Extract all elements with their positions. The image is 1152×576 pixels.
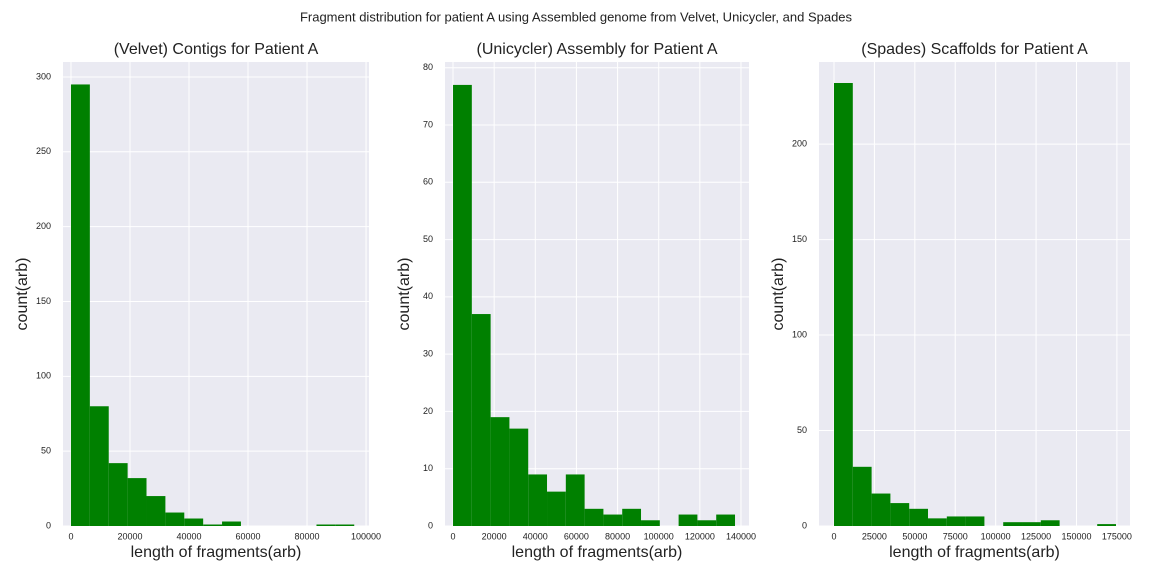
bar	[335, 524, 355, 526]
x-tick-label: 25000	[862, 531, 887, 541]
bar	[316, 524, 336, 526]
x-tick-label: 60000	[236, 531, 261, 541]
y-tick-label: 70	[423, 119, 433, 129]
x-tick-label: 40000	[523, 531, 548, 541]
x-tick-label: 140000	[726, 531, 756, 541]
subplot: 0 10 20 30 40 50 60 70 80 0 20000 40000 60000 80000 10…	[396, 41, 756, 561]
bar	[453, 84, 472, 527]
subplot: 0 50 100 150 200 250 300 0 20000 40000 60000 80000 1…	[14, 41, 381, 561]
x-tick-label: 20000	[117, 531, 142, 541]
y-tick-label: 40	[423, 291, 433, 301]
bar	[716, 514, 736, 526]
y-tick-label: 20	[423, 406, 433, 416]
y-tick-label: 0	[46, 520, 51, 530]
x-tick-label: 40000	[176, 531, 201, 541]
y-tick-label: 30	[423, 349, 433, 359]
x-axis-label: length of fragments(arb)	[131, 544, 302, 561]
x-tick-label: 0	[68, 531, 73, 541]
y-tick-label: 50	[797, 425, 807, 435]
bar	[165, 512, 185, 526]
x-tick-label: 80000	[295, 531, 320, 541]
y-axis-label: count(arb)	[396, 258, 413, 331]
y-tick-label: 100	[792, 329, 807, 339]
y-tick-label: 80	[423, 62, 433, 72]
y-tick-label: 0	[428, 520, 433, 530]
bar	[641, 520, 660, 526]
y-tick-label: 150	[792, 234, 807, 244]
figure-title: Fragment distribution for patient A usin…	[300, 9, 853, 24]
bar	[697, 520, 717, 526]
bar	[565, 474, 585, 526]
y-tick-label: 300	[36, 71, 51, 81]
bar	[70, 84, 90, 527]
x-tick-label: 120000	[685, 531, 715, 541]
y-tick-label: 250	[36, 146, 51, 156]
x-tick-label: 100000	[981, 531, 1011, 541]
bar	[108, 463, 128, 526]
x-tick-label: 100000	[644, 531, 674, 541]
bar	[965, 516, 985, 526]
x-tick-label: 125000	[1021, 531, 1051, 541]
bar	[471, 314, 491, 526]
bar	[852, 466, 872, 526]
bar	[678, 514, 698, 526]
y-tick-label: 60	[423, 177, 433, 187]
bar	[834, 83, 853, 526]
y-tick-label: 100	[36, 371, 51, 381]
y-axis-label: count(arb)	[14, 258, 31, 331]
x-tick-label: 50000	[902, 531, 927, 541]
y-tick-label: 50	[423, 234, 433, 244]
bar	[928, 518, 947, 526]
bar	[622, 508, 642, 526]
bar	[528, 474, 548, 526]
subplot-title: (Velvet) Contigs for Patient A	[114, 41, 319, 58]
bar	[603, 514, 623, 526]
x-axis-label: length of fragments(arb)	[512, 544, 683, 561]
bar	[547, 491, 566, 526]
bar	[584, 508, 604, 526]
bar	[490, 417, 510, 526]
y-tick-label: 200	[792, 138, 807, 148]
y-tick-label: 150	[36, 296, 51, 306]
y-tick-label: 0	[802, 520, 807, 530]
bar	[222, 521, 241, 526]
x-tick-label: 150000	[1061, 531, 1091, 541]
x-tick-label: 0	[451, 531, 456, 541]
subplot: 0 50 100 150 200 0 25000 50000 75000 100000 125000…	[770, 41, 1132, 561]
y-axis-label: count(arb)	[770, 258, 787, 331]
bar	[1097, 524, 1117, 526]
x-tick-label: 0	[831, 531, 836, 541]
bar	[127, 478, 147, 526]
bar	[1022, 522, 1041, 526]
subplot-title: (Unicycler) Assembly for Patient A	[477, 41, 718, 58]
x-tick-label: 75000	[943, 531, 968, 541]
bar	[1003, 522, 1023, 526]
x-tick-label: 175000	[1102, 531, 1132, 541]
x-axis-label: length of fragments(arb)	[889, 544, 1060, 561]
bar	[203, 524, 223, 526]
y-tick-label: 10	[423, 463, 433, 473]
bar	[946, 516, 966, 526]
subplot-title: (Spades) Scaffolds for Patient A	[861, 41, 1088, 58]
bar	[1040, 520, 1060, 526]
x-tick-label: 100000	[351, 531, 381, 541]
bar	[89, 406, 109, 526]
bar	[871, 493, 891, 526]
bar	[890, 503, 910, 526]
x-tick-label: 80000	[605, 531, 630, 541]
plot-area	[819, 62, 1130, 526]
plot-area	[63, 62, 369, 526]
bar	[146, 496, 166, 526]
y-tick-label: 50	[41, 446, 51, 456]
bar	[184, 518, 204, 526]
bar	[909, 508, 929, 526]
y-tick-label: 200	[36, 221, 51, 231]
x-tick-label: 60000	[564, 531, 589, 541]
x-tick-label: 20000	[482, 531, 507, 541]
bar	[509, 428, 529, 526]
